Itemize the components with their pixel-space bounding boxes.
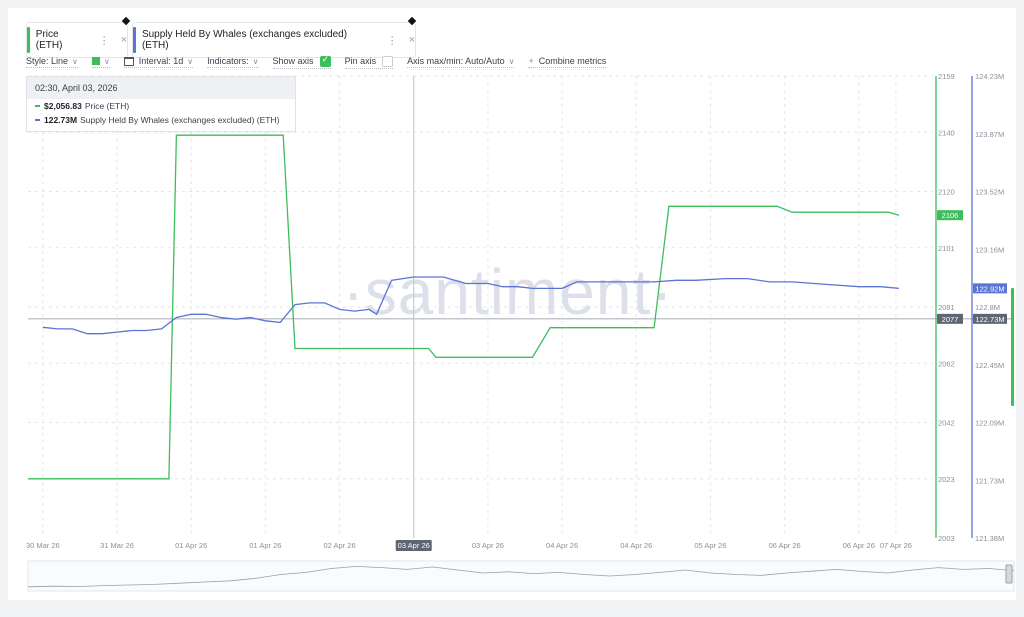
x-tick-label: 06 Apr 26 (843, 541, 875, 550)
whales-color-bar (133, 27, 136, 53)
x-tick-label: 03 Apr 26 (398, 541, 430, 550)
show-axis-toggle[interactable]: Show axis (272, 54, 331, 69)
metric-chip-price-label: Price (ETH) (35, 29, 63, 51)
tooltip-price-label: Price (ETH) (84, 101, 130, 111)
whales-axis-tick-label: 122.09M (975, 419, 1004, 428)
app-window: Price (ETH) ⋮ × Supply Held By Whales (e… (8, 8, 1016, 600)
whales-axis-tick-label: 123.87M (975, 130, 1004, 139)
x-tick-label: 04 Apr 26 (546, 541, 578, 550)
price-axis-tick-label: 2140 (938, 128, 955, 137)
tooltip-time: 02:30, April 03, 2026 (27, 77, 295, 99)
whales-axis-tick-label: 121.38M (975, 534, 1004, 543)
color-picker[interactable]: ∨ (91, 56, 110, 68)
chevron-down-icon: ∨ (72, 56, 78, 66)
axis-minmax-dropdown[interactable]: Axis max/min: Auto/Auto ∨ (407, 56, 515, 68)
combine-metrics-label: Combine metrics (538, 56, 607, 66)
vertical-scrollbar (1011, 288, 1014, 406)
show-axis-label: Show axis (272, 56, 314, 66)
metric-chip-whales[interactable]: Supply Held By Whales (exchanges exclude… (132, 22, 416, 58)
metric-options-icon[interactable]: ⋮ (386, 34, 399, 47)
color-swatch-icon (91, 57, 100, 65)
price-axis-tick-label: 2159 (938, 72, 955, 81)
navigator-handle (1005, 564, 1013, 584)
price-color-bar (27, 27, 30, 53)
combine-metrics-button[interactable]: + Combine metrics (528, 56, 607, 68)
whales-current-badge: 122.92M (975, 284, 1004, 293)
pin-axis-toggle[interactable]: Pin axis (344, 55, 394, 69)
x-tick-highlight-bg (395, 540, 432, 551)
price-axis-tick-label: 2003 (938, 534, 955, 543)
price-current-badge-bg (937, 210, 963, 221)
crosshair-whales-badge: 122.73M (975, 315, 1004, 324)
pin-axis-checkbox[interactable] (382, 55, 394, 67)
x-tick-label: 30 Mar 26 (26, 541, 60, 550)
crosshair-price-badge-bg (937, 313, 963, 324)
indicators-dropdown[interactable]: Indicators: ∨ (207, 56, 259, 68)
chart-toolbar: Style: Line ∨ ∨ Interval: 1d ∨ Indicators:… (26, 54, 620, 70)
watermark-text: ·santiment· (342, 256, 673, 328)
whales-axis-tick-label: 123.52M (975, 188, 1004, 197)
price-series-line (28, 134, 900, 480)
whales-axis-tick-label: 123.16M (975, 245, 1004, 254)
indicators-label: Indicators: (207, 56, 249, 66)
metric-options-icon[interactable]: ⋮ (98, 34, 111, 47)
price-axis-tick-label: 2101 (938, 244, 955, 253)
pin-axis-label: Pin axis (344, 56, 377, 66)
style-dropdown[interactable]: Style: Line ∨ (26, 56, 78, 68)
legend-marker (35, 105, 40, 107)
x-tick-label: 31 Mar 26 (100, 541, 134, 550)
metric-chip-price[interactable]: Price (ETH) ⋮ × (26, 22, 128, 58)
calendar-icon (123, 56, 134, 66)
x-tick-label: 07 Apr 26 (880, 541, 912, 550)
navigator-line (27, 565, 1015, 588)
x-tick-label: 02 Apr 26 (324, 541, 356, 550)
tooltip-price-value: $2,056.83 (44, 101, 82, 111)
crosshair-whales-badge-bg (973, 313, 1007, 324)
x-tick-label: 01 Apr 26 (175, 541, 207, 550)
interval-label: Interval: 1d (138, 56, 184, 66)
price-axis-tick-label: 2023 (938, 475, 955, 484)
price-axis-tick-label: 2042 (938, 419, 955, 428)
whales-axis-tick-label: 121.73M (975, 476, 1004, 485)
show-axis-checkbox[interactable] (319, 54, 331, 67)
price-axis-tick-label: 2120 (938, 188, 955, 197)
plus-icon: + (528, 56, 534, 66)
legend-marker (35, 119, 40, 121)
x-tick-label: 01 Apr 26 (249, 541, 281, 550)
chevron-down-icon: ∨ (252, 56, 259, 66)
price-current-badge: 2106 (942, 211, 959, 220)
price-axis-tick-label: 2081 (938, 303, 955, 312)
whales-current-badge-bg (973, 283, 1007, 294)
x-tick-label: 06 Apr 26 (769, 541, 801, 550)
crosshair-price-badge: 2077 (942, 315, 959, 324)
tooltip-whales-value: 122.73M (44, 115, 78, 125)
tooltip-row-whales: 122.73M Supply Held By Whales (exchanges… (27, 113, 295, 127)
style-label: Style: Line (26, 56, 69, 66)
tooltip-whales-label: Supply Held By Whales (exchanges exclude… (80, 115, 280, 125)
whales-axis-tick-label: 122.8M (975, 303, 1000, 312)
chevron-down-icon: ∨ (187, 56, 194, 66)
whales-axis-tick-label: 122.45M (975, 361, 1004, 370)
interval-dropdown[interactable]: Interval: 1d ∨ (123, 56, 194, 68)
axis-minmax-label: Axis max/min: Auto/Auto (407, 56, 505, 66)
x-tick-label: 05 Apr 26 (694, 541, 726, 550)
chevron-down-icon: ∨ (103, 56, 110, 66)
whales-series-line (42, 276, 899, 335)
whales-axis-tick-label: 124.23M (975, 72, 1004, 81)
chevron-down-icon: ∨ (508, 56, 515, 66)
tooltip-row-price: $2,056.83 Price (ETH) (27, 99, 295, 113)
metric-close-icon[interactable]: × (408, 34, 415, 46)
metric-chip-whales-label: Supply Held By Whales (exchanges exclude… (141, 29, 348, 51)
chart-tooltip: 02:30, April 03, 2026 $2,056.83 Price (E… (26, 76, 296, 132)
x-tick-label: 03 Apr 26 (472, 541, 504, 550)
metric-close-icon[interactable]: × (120, 34, 127, 46)
x-tick-label: 04 Apr 26 (620, 541, 652, 550)
price-axis-tick-label: 2062 (938, 359, 955, 368)
navigator-frame (27, 560, 1015, 592)
